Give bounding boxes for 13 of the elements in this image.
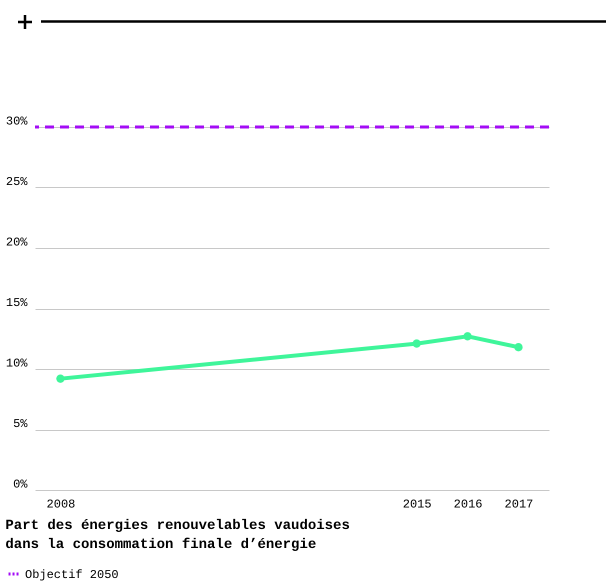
y-tick-label: 20%	[6, 236, 28, 250]
y-tick-label: 0%	[13, 478, 28, 492]
x-tick-label: 2017	[504, 498, 534, 512]
x-tick-label: 2016	[454, 498, 482, 512]
y-tick-label: 5%	[13, 417, 28, 431]
x-tick-label: 2008	[46, 498, 76, 512]
y-tick-label: 30%	[6, 114, 28, 128]
x-tick-label: 2015	[402, 498, 432, 512]
text: Part des énergies renouvelables vaudoises dans la consommation finale d’énergie	[5, 518, 350, 553]
y-tick-label: 15%	[6, 296, 28, 310]
y-tick-label: 25%	[6, 175, 28, 189]
legend-label: Objectif 2050	[25, 568, 119, 581]
y-tick-label: 10%	[6, 356, 28, 370]
